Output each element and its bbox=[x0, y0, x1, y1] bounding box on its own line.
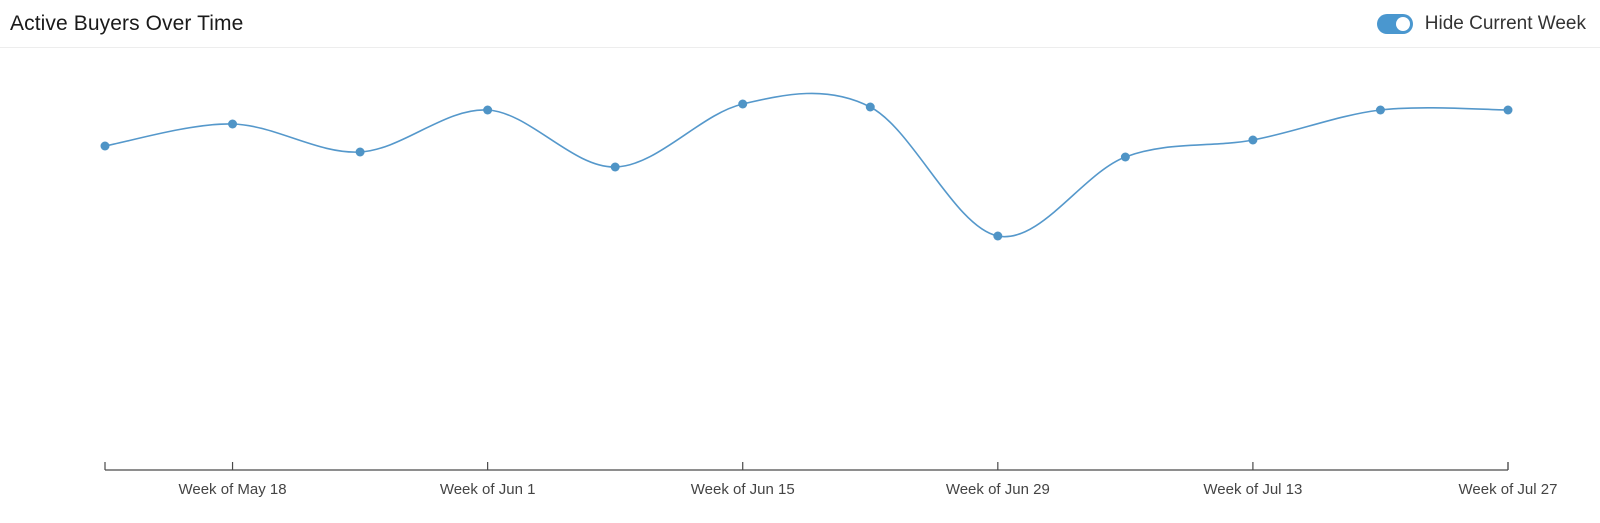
data-point[interactable] bbox=[1248, 135, 1258, 145]
toggle-group: Hide Current Week bbox=[1376, 12, 1586, 35]
chart-area: Week of May 18 Week of Jun 1 Week of Jun 1… bbox=[0, 48, 1600, 523]
line-chart: Week of May 18 Week of Jun 1 Week of Jun 1… bbox=[100, 92, 1558, 498]
toggle-label: Hide Current Week bbox=[1424, 12, 1586, 34]
line-series bbox=[104, 92, 1509, 238]
x-tick-label: Week of Jul 27 bbox=[1459, 481, 1558, 498]
data-point[interactable] bbox=[1375, 105, 1385, 115]
x-tick-label: Week of Jun 15 bbox=[691, 481, 795, 498]
data-point[interactable] bbox=[993, 231, 1003, 241]
page-title: Active Buyers Over Time bbox=[10, 11, 244, 35]
toggle-knob-icon bbox=[1395, 16, 1410, 31]
data-point[interactable] bbox=[865, 102, 875, 112]
x-tick-label: Week of May 18 bbox=[178, 481, 286, 498]
data-point[interactable] bbox=[1503, 105, 1513, 115]
x-tick-label: Week of Jul 13 bbox=[1203, 481, 1302, 498]
data-point[interactable] bbox=[228, 119, 238, 129]
data-point[interactable] bbox=[483, 105, 493, 115]
data-point[interactable] bbox=[610, 162, 620, 172]
x-tick-label: Week of Jun 29 bbox=[946, 481, 1050, 498]
data-point[interactable] bbox=[100, 141, 110, 151]
data-point[interactable] bbox=[1120, 152, 1130, 162]
x-tick-label: Week of Jun 1 bbox=[440, 481, 536, 498]
hide-current-week-toggle[interactable] bbox=[1376, 13, 1413, 34]
data-point[interactable] bbox=[738, 99, 748, 109]
data-point[interactable] bbox=[355, 147, 365, 157]
panel-header: Active Buyers Over Time Hide Current Wee… bbox=[0, 0, 1600, 48]
